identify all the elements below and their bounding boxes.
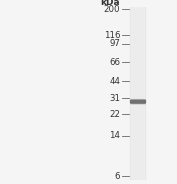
Text: 31: 31: [109, 94, 120, 102]
Text: 66: 66: [109, 58, 120, 67]
Text: 6: 6: [115, 172, 120, 181]
Bar: [131, 7, 144, 180]
Text: kDa: kDa: [101, 0, 120, 8]
Text: 44: 44: [109, 77, 120, 86]
Text: 200: 200: [104, 5, 120, 14]
Text: 22: 22: [109, 110, 120, 119]
Text: 14: 14: [109, 131, 120, 140]
Text: 97: 97: [109, 39, 120, 48]
Text: 116: 116: [104, 31, 120, 40]
Bar: [130, 7, 145, 180]
